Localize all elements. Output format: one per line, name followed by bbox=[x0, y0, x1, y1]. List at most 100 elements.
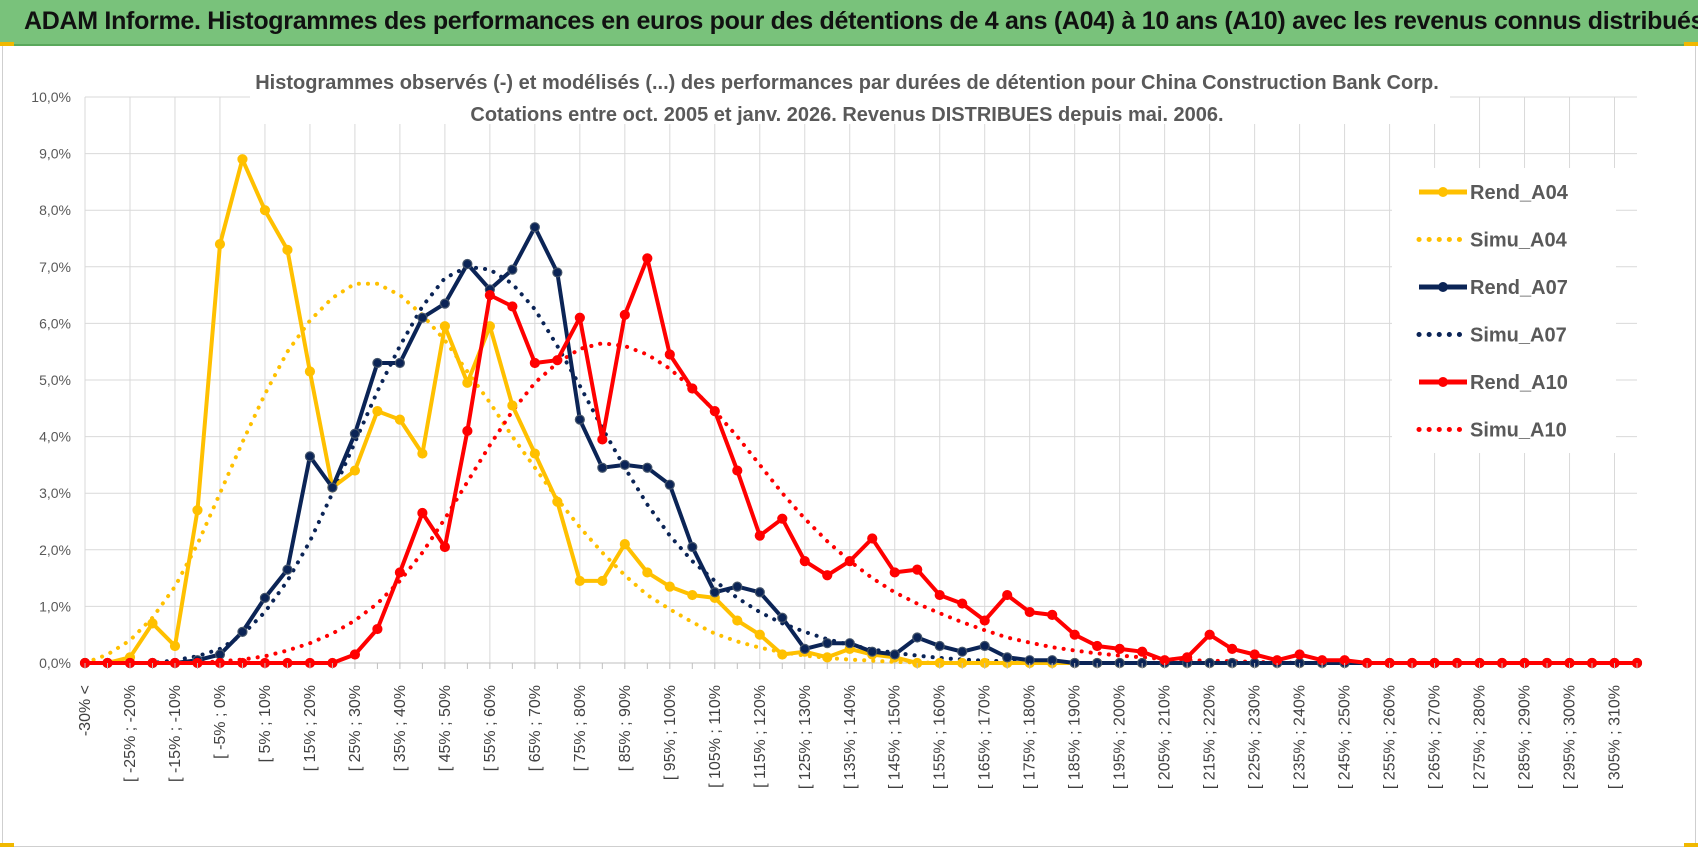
series-rend-a04-point bbox=[282, 244, 293, 255]
series-rend-a04-point bbox=[439, 321, 450, 332]
series-rend-a07-point bbox=[417, 312, 428, 323]
y-tick-label: 6,0% bbox=[39, 315, 71, 331]
series-rend-a07-point bbox=[462, 258, 473, 270]
series-rend-a04-point bbox=[169, 640, 181, 652]
legend-label-rend-a04: Rend_A04 bbox=[1470, 182, 1569, 204]
series-rend-a07-point bbox=[979, 640, 990, 652]
series-rend-a07-point bbox=[327, 482, 338, 493]
corner-mark bbox=[0, 42, 14, 46]
series-rend-a07-point bbox=[664, 479, 675, 490]
x-tick-label: [ 215% ; 220% bbox=[1202, 685, 1219, 789]
series-rend-a07-point bbox=[754, 587, 765, 598]
series-rend-a04-point bbox=[574, 575, 585, 587]
series-simu-a04-line bbox=[83, 281, 1639, 665]
series-rend-a10-point bbox=[912, 564, 923, 575]
series-rend-a04-point bbox=[372, 406, 383, 417]
corner-mark bbox=[1684, 843, 1698, 847]
series-rend-a04-point bbox=[552, 496, 563, 507]
chart-title-background bbox=[250, 62, 1450, 124]
series-rend-a07-point bbox=[822, 638, 833, 649]
x-tick-label: [ 235% ; 240% bbox=[1292, 685, 1309, 789]
series-rend-a04-point bbox=[192, 505, 203, 516]
legend-label-simu-a04: Simu_A04 bbox=[1470, 230, 1568, 252]
series-rend-a10-point bbox=[709, 406, 720, 417]
series-rend-a10-point bbox=[394, 567, 405, 578]
series-rend-a10-point bbox=[934, 589, 945, 601]
series-rend-a04-point bbox=[259, 205, 271, 216]
x-tick-label: [ 105% ; 110% bbox=[707, 685, 724, 788]
x-tick-label: [ -5% ; 0% bbox=[212, 685, 229, 759]
series-rend-a10-point bbox=[844, 556, 855, 567]
series-rend-a07-point bbox=[507, 264, 518, 275]
x-tick-label: [ -15% ; -10% bbox=[167, 685, 184, 782]
chart-legend: Rend_A04 Simu_A04 Rend_A07 Simu_A07 Rend_A10… bbox=[1392, 168, 1616, 453]
y-tick-label: 9,0% bbox=[39, 146, 71, 162]
legend-background bbox=[1392, 168, 1616, 453]
report-banner: ADAM Informe. Histogrammes des performan… bbox=[0, 0, 1698, 46]
x-tick-label: [ 125% ; 130% bbox=[797, 685, 814, 789]
series-rend-a10-point bbox=[507, 301, 518, 312]
series-rend-a07-point bbox=[912, 632, 923, 643]
series-rend-a10-point bbox=[619, 309, 630, 321]
y-tick-label: 7,0% bbox=[39, 259, 71, 275]
series-rend-a07-point bbox=[439, 298, 450, 309]
series-rend-a10-point bbox=[1137, 646, 1148, 657]
series-rend-a07-point bbox=[552, 267, 563, 278]
series-rend-a10-point bbox=[1092, 640, 1103, 652]
series-rend-a10-point bbox=[417, 507, 428, 519]
series-rend-a10-point bbox=[484, 290, 495, 301]
series-rend-a04-point bbox=[462, 377, 473, 388]
series-rend-a07-point bbox=[889, 649, 900, 660]
series-rend-a10-point bbox=[1069, 629, 1080, 640]
series-rend-a10-point bbox=[462, 425, 473, 437]
y-tick-label: 0,0% bbox=[39, 655, 71, 671]
corner-mark bbox=[0, 843, 14, 847]
series-rend-a10-point bbox=[574, 312, 585, 323]
x-tick-label: [ 5% ; 10% bbox=[257, 685, 274, 762]
x-tick-label: [ 165% ; 170% bbox=[977, 685, 994, 789]
x-tick-label: [ 75% ; 80% bbox=[572, 685, 589, 771]
x-tick-label: [ 135% ; 140% bbox=[842, 685, 859, 789]
legend-label-rend-a10: Rend_A10 bbox=[1470, 372, 1568, 394]
x-tick-label: [ 85% ; 90% bbox=[617, 685, 634, 771]
x-tick-label: [ 65% ; 70% bbox=[527, 685, 544, 771]
series-rend-a10-point bbox=[1114, 643, 1125, 654]
x-tick-label: [ 255% ; 260% bbox=[1382, 685, 1399, 789]
chart-title-line1: Histogrammes observés (-) et modélisés (… bbox=[255, 72, 1439, 94]
series-rend-a07-point bbox=[799, 643, 810, 654]
series-rend-a10-point bbox=[754, 530, 765, 541]
series-rend-a04-point bbox=[507, 400, 518, 411]
legend-marker-rend-a10 bbox=[1438, 377, 1448, 387]
series-rend-a07-point bbox=[259, 592, 271, 604]
series-rend-a10-point bbox=[777, 513, 788, 524]
x-tick-label: [ 145% ; 150% bbox=[887, 685, 904, 789]
series-rend-a10-point bbox=[957, 598, 968, 609]
series-rend-a04-point bbox=[304, 366, 316, 377]
series-rend-a10-point bbox=[1249, 649, 1260, 660]
series-rend-a10-point bbox=[1024, 606, 1035, 618]
x-axis: -30% < [ -25% ; -20% [ -15% ; -10% [ -5% ; … bbox=[77, 663, 1638, 789]
series-rend-a10-point bbox=[979, 615, 990, 626]
series-rend-a07-point bbox=[1002, 652, 1013, 663]
series-rend-a07-point bbox=[709, 587, 720, 598]
x-tick-label: [ 305% ; 310% bbox=[1607, 685, 1624, 789]
x-tick-label: [ 95% ; 100% bbox=[662, 685, 679, 780]
x-tick-label: [ 15% ; 20% bbox=[302, 685, 319, 771]
series-rend-a04-point bbox=[754, 629, 765, 640]
y-tick-label: 1,0% bbox=[39, 598, 71, 614]
x-tick-label: [ 245% ; 250% bbox=[1337, 685, 1354, 789]
series-rend-a07-point bbox=[732, 581, 743, 592]
series-rend-a10-point bbox=[1294, 649, 1305, 660]
series-rend-a04-point bbox=[417, 448, 428, 459]
series-rend-a04-point bbox=[664, 581, 675, 592]
series-rend-a10-point bbox=[889, 567, 900, 578]
series-rend-a10-point bbox=[642, 253, 653, 264]
series-rend-a04-point bbox=[822, 652, 833, 663]
series-rend-a07-point bbox=[394, 357, 405, 369]
x-tick-label: [ 275% ; 280% bbox=[1472, 685, 1489, 789]
series-rend-a04-point bbox=[214, 239, 226, 250]
series-rend-a10-point bbox=[1204, 629, 1215, 640]
y-tick-label: 8,0% bbox=[39, 202, 71, 218]
series-rend-a07-point bbox=[372, 357, 383, 369]
